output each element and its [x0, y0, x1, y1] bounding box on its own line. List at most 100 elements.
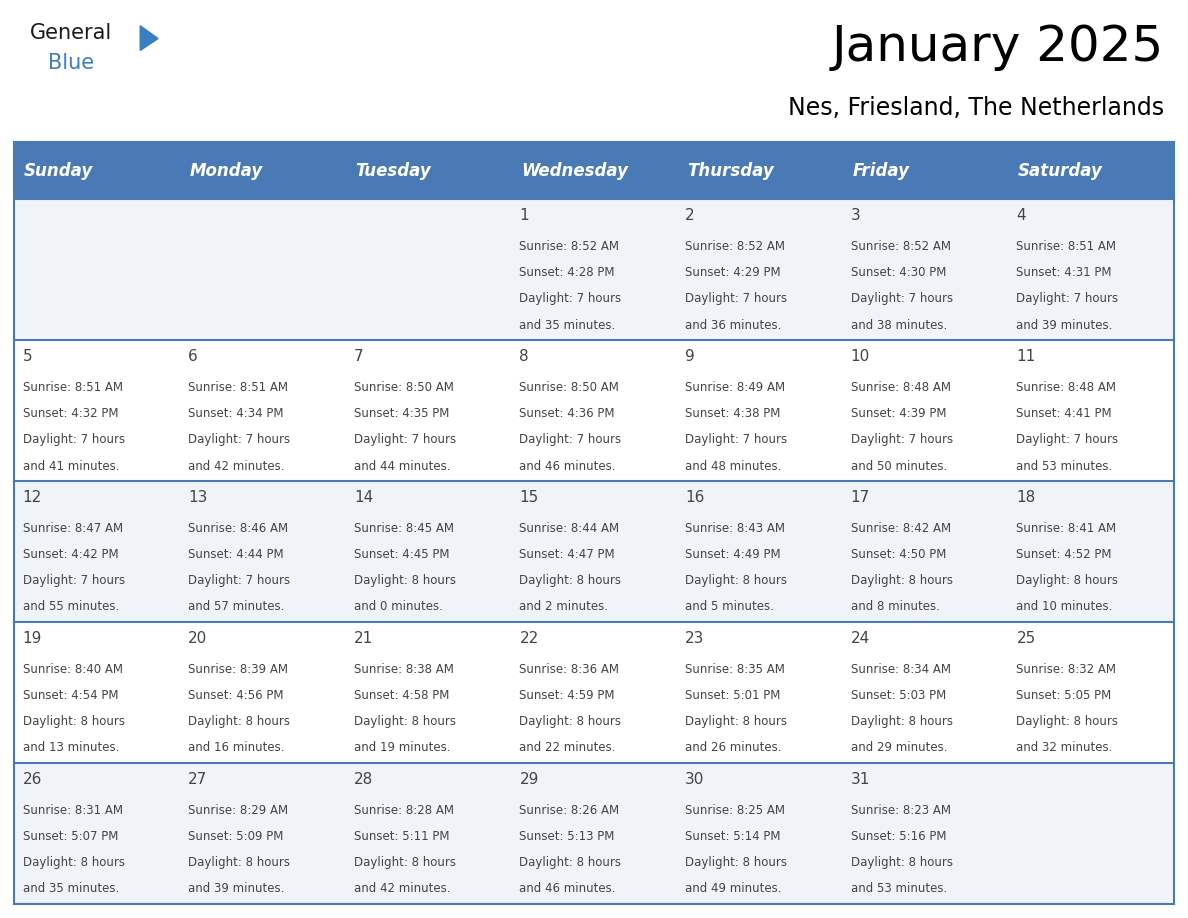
Text: Daylight: 8 hours: Daylight: 8 hours — [685, 715, 788, 728]
Text: Sunday: Sunday — [24, 162, 94, 180]
Text: and 57 minutes.: and 57 minutes. — [188, 600, 285, 613]
Text: Sunset: 4:58 PM: Sunset: 4:58 PM — [354, 689, 449, 702]
Text: and 0 minutes.: and 0 minutes. — [354, 600, 443, 613]
Text: 26: 26 — [23, 772, 42, 787]
Text: Sunset: 5:16 PM: Sunset: 5:16 PM — [851, 830, 947, 844]
Text: Sunset: 4:31 PM: Sunset: 4:31 PM — [1017, 266, 1112, 279]
Text: 15: 15 — [519, 490, 538, 505]
Text: and 13 minutes.: and 13 minutes. — [23, 742, 119, 755]
Text: Daylight: 8 hours: Daylight: 8 hours — [685, 856, 788, 869]
Text: and 35 minutes.: and 35 minutes. — [519, 319, 615, 331]
Text: 27: 27 — [188, 772, 208, 787]
Text: General: General — [30, 23, 112, 43]
Text: Sunset: 5:09 PM: Sunset: 5:09 PM — [188, 830, 284, 844]
Text: and 5 minutes.: and 5 minutes. — [685, 600, 773, 613]
Text: and 29 minutes.: and 29 minutes. — [851, 742, 947, 755]
Text: Daylight: 8 hours: Daylight: 8 hours — [354, 856, 456, 869]
Text: Daylight: 8 hours: Daylight: 8 hours — [188, 856, 290, 869]
Text: Sunrise: 8:32 AM: Sunrise: 8:32 AM — [1017, 663, 1117, 677]
Text: Friday: Friday — [853, 162, 909, 180]
Text: and 39 minutes.: and 39 minutes. — [1017, 319, 1113, 331]
Text: Daylight: 8 hours: Daylight: 8 hours — [188, 715, 290, 728]
Text: and 32 minutes.: and 32 minutes. — [1017, 742, 1113, 755]
Text: Daylight: 7 hours: Daylight: 7 hours — [685, 433, 788, 446]
Text: and 49 minutes.: and 49 minutes. — [685, 882, 782, 895]
Text: Daylight: 8 hours: Daylight: 8 hours — [354, 715, 456, 728]
Text: 22: 22 — [519, 631, 538, 645]
Text: Sunrise: 8:34 AM: Sunrise: 8:34 AM — [851, 663, 950, 677]
Bar — [1009, 142, 1174, 199]
Text: Sunset: 4:41 PM: Sunset: 4:41 PM — [1017, 408, 1112, 420]
Text: Sunset: 4:44 PM: Sunset: 4:44 PM — [188, 548, 284, 561]
Text: Sunrise: 8:44 AM: Sunrise: 8:44 AM — [519, 522, 620, 535]
Text: 14: 14 — [354, 490, 373, 505]
Text: Sunset: 4:42 PM: Sunset: 4:42 PM — [23, 548, 118, 561]
Text: and 46 minutes.: and 46 minutes. — [519, 882, 615, 895]
Text: and 19 minutes.: and 19 minutes. — [354, 742, 450, 755]
Bar — [14, 199, 1174, 341]
Text: Sunrise: 8:52 AM: Sunrise: 8:52 AM — [851, 241, 950, 253]
Text: 19: 19 — [23, 631, 42, 645]
Text: and 22 minutes.: and 22 minutes. — [519, 742, 615, 755]
Bar — [14, 481, 1174, 622]
Text: and 44 minutes.: and 44 minutes. — [354, 460, 450, 473]
Text: Sunset: 5:01 PM: Sunset: 5:01 PM — [685, 689, 781, 702]
Text: Sunrise: 8:48 AM: Sunrise: 8:48 AM — [1017, 381, 1117, 394]
Text: 5: 5 — [23, 349, 32, 364]
Text: Daylight: 8 hours: Daylight: 8 hours — [685, 575, 788, 588]
Text: 13: 13 — [188, 490, 208, 505]
Text: 4: 4 — [1017, 207, 1026, 223]
Text: Daylight: 7 hours: Daylight: 7 hours — [851, 293, 953, 306]
Text: Daylight: 8 hours: Daylight: 8 hours — [519, 715, 621, 728]
Text: Sunset: 5:05 PM: Sunset: 5:05 PM — [1017, 689, 1112, 702]
Text: Daylight: 7 hours: Daylight: 7 hours — [519, 433, 621, 446]
Text: and 46 minutes.: and 46 minutes. — [519, 460, 615, 473]
Bar — [14, 142, 179, 199]
Text: Sunrise: 8:39 AM: Sunrise: 8:39 AM — [188, 663, 289, 677]
Text: Sunrise: 8:40 AM: Sunrise: 8:40 AM — [23, 663, 122, 677]
Text: Sunrise: 8:42 AM: Sunrise: 8:42 AM — [851, 522, 950, 535]
Text: Thursday: Thursday — [687, 162, 773, 180]
Text: Sunrise: 8:52 AM: Sunrise: 8:52 AM — [685, 241, 785, 253]
Text: Daylight: 7 hours: Daylight: 7 hours — [188, 433, 290, 446]
Text: Daylight: 8 hours: Daylight: 8 hours — [1017, 715, 1118, 728]
Text: Sunrise: 8:38 AM: Sunrise: 8:38 AM — [354, 663, 454, 677]
Text: 10: 10 — [851, 349, 870, 364]
Text: 25: 25 — [1017, 631, 1036, 645]
Text: and 8 minutes.: and 8 minutes. — [851, 600, 940, 613]
Text: Daylight: 8 hours: Daylight: 8 hours — [851, 575, 953, 588]
Text: and 55 minutes.: and 55 minutes. — [23, 600, 119, 613]
Text: Nes, Friesland, The Netherlands: Nes, Friesland, The Netherlands — [788, 96, 1164, 120]
Text: Daylight: 7 hours: Daylight: 7 hours — [1017, 433, 1119, 446]
Text: 11: 11 — [1017, 349, 1036, 364]
Text: 9: 9 — [685, 349, 695, 364]
Text: Sunset: 4:47 PM: Sunset: 4:47 PM — [519, 548, 615, 561]
Text: Wednesday: Wednesday — [522, 162, 628, 180]
Text: Blue: Blue — [48, 53, 94, 73]
Text: Daylight: 7 hours: Daylight: 7 hours — [519, 293, 621, 306]
Text: Sunrise: 8:28 AM: Sunrise: 8:28 AM — [354, 804, 454, 817]
Text: Sunset: 4:54 PM: Sunset: 4:54 PM — [23, 689, 118, 702]
Text: Sunset: 5:07 PM: Sunset: 5:07 PM — [23, 830, 118, 844]
Text: 16: 16 — [685, 490, 704, 505]
Text: Sunset: 4:39 PM: Sunset: 4:39 PM — [851, 408, 947, 420]
Text: Daylight: 8 hours: Daylight: 8 hours — [519, 856, 621, 869]
Text: and 42 minutes.: and 42 minutes. — [354, 882, 450, 895]
Text: Daylight: 8 hours: Daylight: 8 hours — [354, 575, 456, 588]
Text: Sunrise: 8:23 AM: Sunrise: 8:23 AM — [851, 804, 950, 817]
Text: Saturday: Saturday — [1018, 162, 1102, 180]
Bar — [677, 142, 842, 199]
Text: Daylight: 7 hours: Daylight: 7 hours — [685, 293, 788, 306]
Text: 2: 2 — [685, 207, 695, 223]
Text: Sunrise: 8:50 AM: Sunrise: 8:50 AM — [519, 381, 619, 394]
Bar — [346, 142, 511, 199]
Text: Sunset: 4:56 PM: Sunset: 4:56 PM — [188, 689, 284, 702]
Text: 24: 24 — [851, 631, 870, 645]
Text: Sunrise: 8:50 AM: Sunrise: 8:50 AM — [354, 381, 454, 394]
Text: and 26 minutes.: and 26 minutes. — [685, 742, 782, 755]
Text: Monday: Monday — [190, 162, 263, 180]
Text: Daylight: 7 hours: Daylight: 7 hours — [1017, 293, 1119, 306]
Text: Sunrise: 8:29 AM: Sunrise: 8:29 AM — [188, 804, 289, 817]
Text: Sunrise: 8:51 AM: Sunrise: 8:51 AM — [23, 381, 122, 394]
Text: Sunrise: 8:45 AM: Sunrise: 8:45 AM — [354, 522, 454, 535]
